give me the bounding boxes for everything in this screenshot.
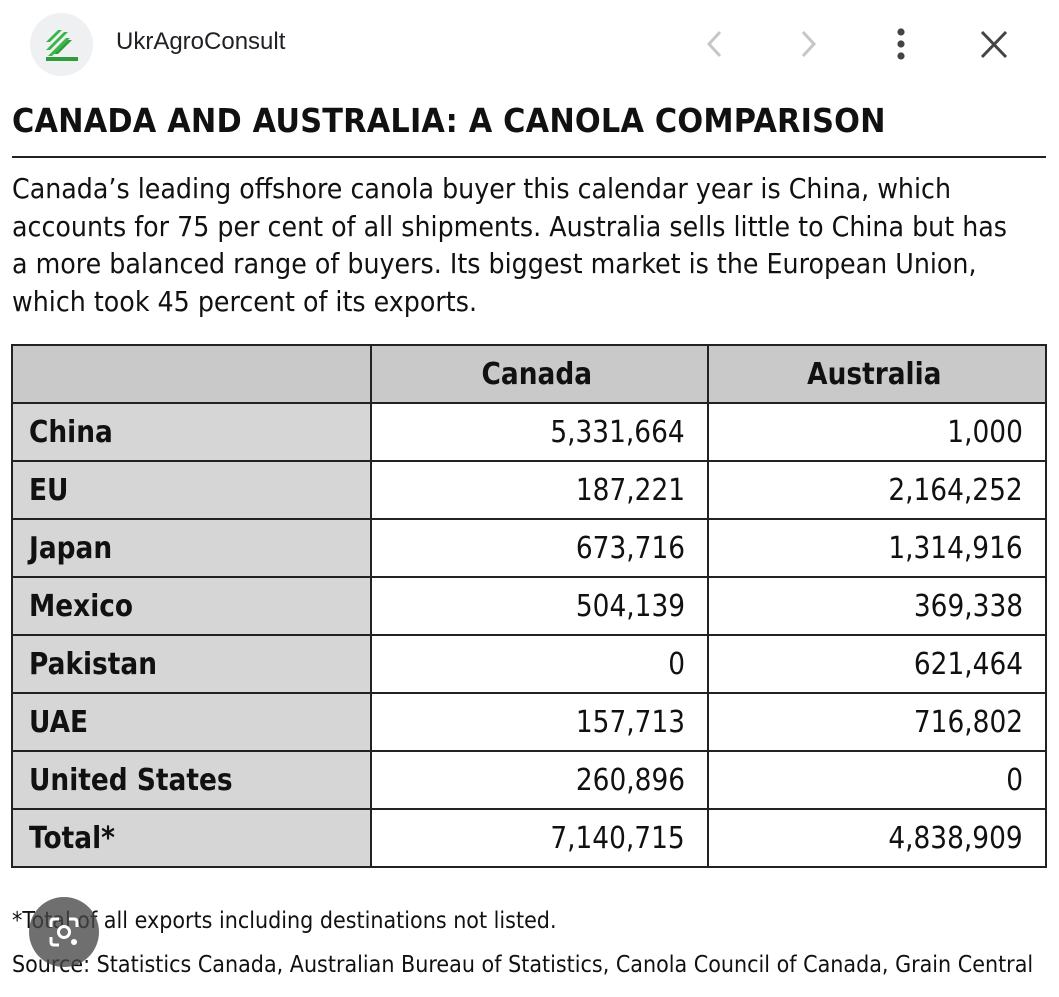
viewer-header: UkrAgroConsult (0, 0, 1059, 90)
canada-value: 157,713 (370, 692, 709, 752)
country-cell: Total* (11, 808, 372, 868)
canada-value: 7,140,715 (370, 808, 709, 868)
country-cell: UAE (11, 692, 372, 752)
lens-search-button[interactable] (29, 897, 99, 967)
site-name[interactable]: UkrAgroConsult (116, 28, 286, 55)
table-header-row: Canada Australia (11, 344, 1047, 404)
article-intro: Canada’s leading offshore canola buyer t… (12, 172, 1008, 318)
article-title: CANADA AND AUSTRALIA: A CANOLA COMPARISO… (12, 101, 886, 140)
canada-value: 0 (370, 634, 709, 694)
australia-value: 0 (707, 750, 1047, 810)
australia-value: 716,802 (707, 692, 1047, 752)
country-cell: EU (11, 460, 372, 520)
table-row: Mexico 504,139 369,338 (11, 576, 1047, 636)
header-australia: Australia (707, 344, 1047, 404)
australia-value: 369,338 (707, 576, 1047, 636)
table-row: China 5,331,664 1,000 (11, 402, 1047, 462)
header-canada: Canada (370, 344, 709, 404)
title-divider (12, 156, 1046, 158)
table-row: UAE 157,713 716,802 (11, 692, 1047, 752)
table-row: United States 260,896 0 (11, 750, 1047, 810)
canada-value: 673,716 (370, 518, 709, 578)
chevron-left-icon[interactable] (700, 26, 730, 62)
table-row: EU 187,221 2,164,252 (11, 460, 1047, 520)
source-note: Source: Statistics Canada, Australian Bu… (12, 952, 1034, 978)
canada-value: 504,139 (370, 576, 709, 636)
chevron-right-icon[interactable] (793, 26, 823, 62)
australia-value: 1,314,916 (707, 518, 1047, 578)
table-footnote: *Total of all exports including destinat… (12, 908, 557, 934)
table-row-total: Total* 7,140,715 4,838,909 (11, 808, 1047, 868)
australia-value: 1,000 (707, 402, 1047, 462)
ukragroconsult-logo-icon (46, 30, 78, 61)
country-cell: United States (11, 750, 372, 810)
country-cell: Pakistan (11, 634, 372, 694)
country-cell: Japan (11, 518, 372, 578)
canada-value: 5,331,664 (370, 402, 709, 462)
country-cell: Mexico (11, 576, 372, 636)
australia-value: 4,838,909 (707, 808, 1047, 868)
lens-icon (49, 917, 79, 947)
canada-value: 260,896 (370, 750, 709, 810)
country-cell: China (11, 402, 372, 462)
canola-export-table: Canada Australia China 5,331,664 1,000 E… (11, 344, 1047, 868)
header-corner (11, 344, 372, 404)
table-row: Pakistan 0 621,464 (11, 634, 1047, 694)
more-vert-icon[interactable] (889, 26, 913, 64)
australia-value: 2,164,252 (707, 460, 1047, 520)
site-logo[interactable] (30, 13, 93, 76)
table-row: Japan 673,716 1,314,916 (11, 518, 1047, 578)
close-icon[interactable] (978, 26, 1010, 64)
australia-value: 621,464 (707, 634, 1047, 694)
canada-value: 187,221 (370, 460, 709, 520)
